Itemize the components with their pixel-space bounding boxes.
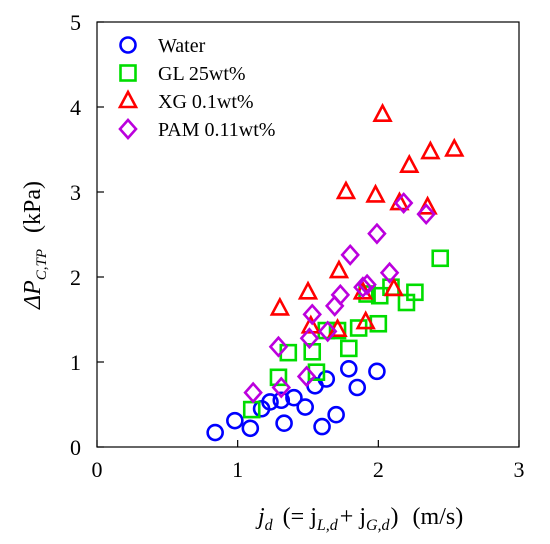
data-point bbox=[302, 303, 322, 326]
x-tick-label: 0 bbox=[92, 457, 103, 482]
data-point bbox=[269, 368, 288, 387]
legend-marker bbox=[119, 64, 137, 82]
x-axis-label-middle: (= j bbox=[283, 504, 317, 530]
data-point bbox=[317, 320, 338, 343]
data-point bbox=[328, 259, 350, 279]
y-tick-label: 2 bbox=[70, 265, 81, 290]
data-point bbox=[339, 339, 358, 358]
legend-marker bbox=[118, 118, 138, 140]
y-tick-label: 1 bbox=[70, 350, 81, 375]
data-point bbox=[327, 405, 345, 424]
data-point bbox=[368, 362, 386, 381]
data-point bbox=[372, 102, 393, 122]
legend: Water GL 25wt% XG 0.1wt% PAM 0.11wt% bbox=[117, 35, 275, 141]
data-points bbox=[206, 102, 465, 442]
series-diamond bbox=[243, 192, 436, 404]
data-point bbox=[296, 365, 317, 388]
data-point bbox=[367, 222, 387, 245]
data-point bbox=[365, 183, 386, 203]
data-point bbox=[242, 400, 261, 419]
legend-item: Water bbox=[119, 35, 206, 57]
x-tick-label: 2 bbox=[373, 457, 384, 482]
data-point bbox=[330, 283, 351, 306]
data-point bbox=[399, 153, 420, 173]
y-axis-label-var: ΔP bbox=[20, 280, 46, 310]
x-axis-label-term1-sub: L,d bbox=[316, 517, 339, 534]
data-point bbox=[303, 342, 322, 361]
x-tick-label: 1 bbox=[232, 457, 243, 482]
series-circle bbox=[206, 359, 386, 442]
legend-item: GL 25wt% bbox=[119, 63, 246, 85]
data-point bbox=[241, 419, 260, 438]
legend-label: XG 0.1wt% bbox=[158, 91, 254, 113]
data-point bbox=[348, 378, 367, 397]
data-point bbox=[357, 273, 377, 296]
data-point bbox=[339, 359, 358, 378]
data-point bbox=[269, 296, 291, 316]
x-axis-label-term2-sub: G,d bbox=[366, 517, 391, 534]
data-point bbox=[206, 423, 224, 442]
data-point bbox=[226, 411, 244, 430]
data-point bbox=[355, 310, 376, 330]
x-axis-label-plus: + j bbox=[340, 504, 366, 530]
y-axis-label-sub: C,TP bbox=[34, 249, 50, 280]
data-point bbox=[324, 294, 345, 317]
x-axis-label-var-sub: d bbox=[265, 517, 274, 534]
y-axis-label: ΔPC,TP (kPa) bbox=[20, 181, 50, 310]
y-tick-label: 0 bbox=[70, 435, 81, 460]
data-point bbox=[383, 277, 404, 297]
data-point bbox=[379, 261, 400, 284]
legend-item: PAM 0.11wt% bbox=[118, 118, 275, 141]
data-point bbox=[297, 280, 319, 300]
data-point bbox=[416, 203, 436, 226]
data-point bbox=[340, 243, 360, 266]
data-point bbox=[420, 140, 441, 160]
data-point bbox=[285, 388, 303, 407]
y-tick-label: 3 bbox=[70, 180, 81, 205]
data-point bbox=[296, 398, 314, 416]
data-point bbox=[335, 180, 357, 200]
data-point bbox=[271, 376, 292, 399]
y-tick-label: 5 bbox=[70, 10, 81, 35]
data-point bbox=[431, 249, 450, 268]
x-tick-label: 3 bbox=[514, 457, 525, 482]
data-point bbox=[393, 192, 414, 215]
data-point bbox=[313, 417, 331, 436]
legend-marker bbox=[117, 89, 139, 109]
data-point bbox=[243, 381, 263, 404]
tick-labels: 0 1 2 3 0 1 2 3 4 5 bbox=[70, 10, 525, 482]
data-point bbox=[275, 414, 293, 433]
legend-label: GL 25wt% bbox=[158, 63, 246, 85]
data-point bbox=[307, 363, 326, 382]
x-axis-label-var: j bbox=[255, 504, 265, 530]
plot-frame bbox=[96, 21, 520, 448]
data-point bbox=[406, 283, 424, 302]
data-point bbox=[417, 195, 438, 215]
legend-marker bbox=[119, 36, 137, 54]
data-point bbox=[299, 327, 320, 350]
x-axis-label-close: ) bbox=[391, 504, 399, 530]
data-point bbox=[353, 276, 373, 299]
legend-label: Water bbox=[158, 35, 206, 57]
y-axis-label-unit: (kPa) bbox=[20, 181, 46, 233]
y-tick-label: 4 bbox=[70, 95, 81, 120]
data-point bbox=[272, 391, 291, 410]
data-point bbox=[279, 343, 298, 362]
axes bbox=[96, 21, 520, 448]
legend-label: PAM 0.11wt% bbox=[158, 119, 275, 141]
x-axis-label-unit: (m/s) bbox=[413, 504, 464, 530]
data-point bbox=[444, 137, 465, 157]
data-point bbox=[261, 393, 279, 411]
x-axis-label: jd (= jL,d+ jG,d) (m/s) bbox=[255, 504, 463, 534]
data-point bbox=[268, 335, 289, 358]
legend-item: XG 0.1wt% bbox=[117, 89, 254, 113]
